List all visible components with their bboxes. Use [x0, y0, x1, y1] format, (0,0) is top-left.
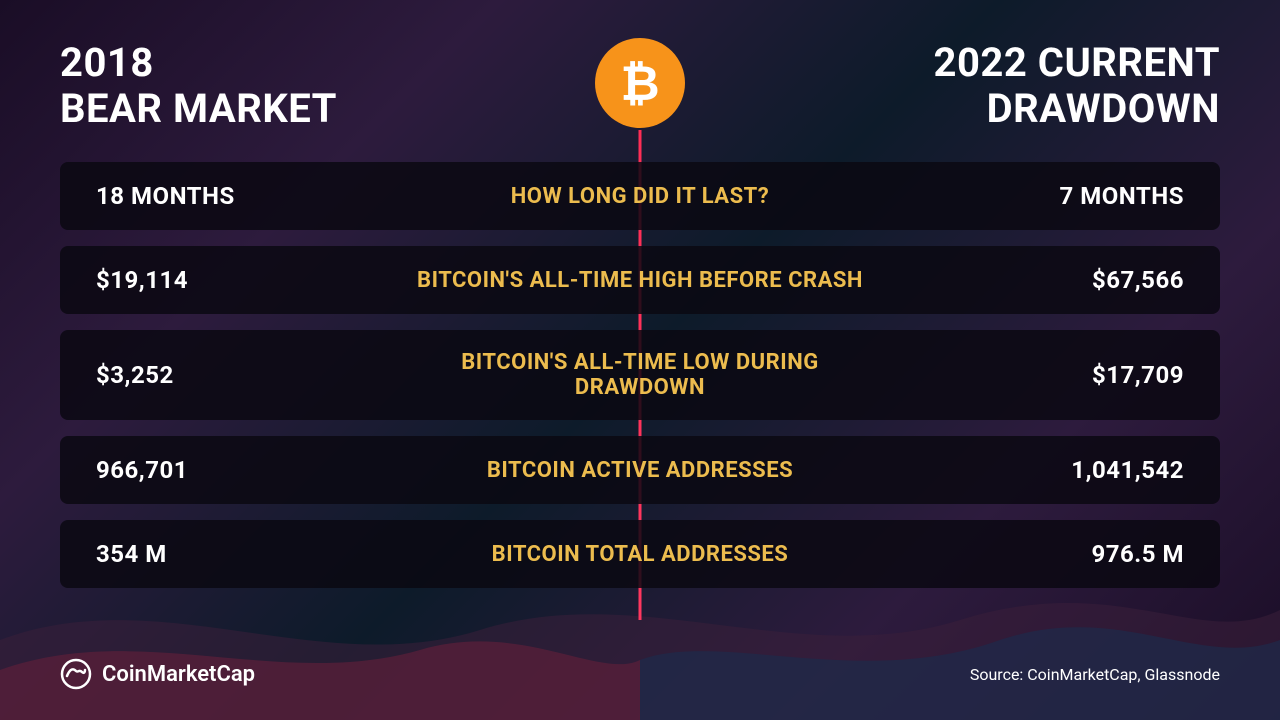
bitcoin-icon: ₿ [595, 38, 685, 128]
bitcoin-symbol: ₿ [620, 55, 659, 112]
row-right-value: $67,566 [879, 266, 1184, 294]
header-right-line1: 2022 CURRENT [934, 40, 1220, 86]
row-right-value: 7 MONTHS [879, 182, 1184, 210]
comparison-rows: 18 MONTHS HOW LONG DID IT LAST? 7 MONTHS… [60, 162, 1220, 588]
row-label: BITCOIN'S ALL-TIME LOW DURING DRAWDOWN [401, 350, 880, 400]
row-right-value: 976.5 M [879, 540, 1184, 568]
row-label: BITCOIN'S ALL-TIME HIGH BEFORE CRASH [401, 268, 880, 293]
source-attribution: Source: CoinMarketCap, Glassnode [970, 665, 1220, 684]
row-left-value: 966,701 [96, 456, 401, 484]
row-label: BITCOIN TOTAL ADDRESSES [401, 542, 880, 567]
header-right: 2022 CURRENT DRAWDOWN [934, 40, 1220, 132]
row-left-value: 18 MONTHS [96, 182, 401, 210]
row-label: BITCOIN ACTIVE ADDRESSES [401, 458, 880, 483]
header-right-line2: DRAWDOWN [934, 86, 1220, 132]
header-left: 2018 BEAR MARKET [60, 40, 337, 132]
row-label: HOW LONG DID IT LAST? [401, 184, 880, 209]
comparison-row: 354 M BITCOIN TOTAL ADDRESSES 976.5 M [60, 520, 1220, 588]
header-left-line2: BEAR MARKET [60, 86, 337, 132]
comparison-row: 966,701 BITCOIN ACTIVE ADDRESSES 1,041,5… [60, 436, 1220, 504]
footer: CoinMarketCap Source: CoinMarketCap, Gla… [60, 658, 1220, 690]
row-right-value: $17,709 [879, 361, 1184, 389]
infographic-container: ₿ 2018 BEAR MARKET 2022 CURRENT DRAWDOWN… [0, 0, 1280, 720]
comparison-row: 18 MONTHS HOW LONG DID IT LAST? 7 MONTHS [60, 162, 1220, 230]
comparison-row: $19,114 BITCOIN'S ALL-TIME HIGH BEFORE C… [60, 246, 1220, 314]
comparison-row: $3,252 BITCOIN'S ALL-TIME LOW DURING DRA… [60, 330, 1220, 420]
row-left-value: $3,252 [96, 361, 401, 389]
row-right-value: 1,041,542 [879, 456, 1184, 484]
brand: CoinMarketCap [60, 658, 255, 690]
row-left-value: $19,114 [96, 266, 401, 294]
coinmarketcap-logo-icon [60, 658, 92, 690]
header-left-line1: 2018 [60, 40, 337, 86]
brand-name: CoinMarketCap [102, 662, 255, 687]
row-left-value: 354 M [96, 540, 401, 568]
